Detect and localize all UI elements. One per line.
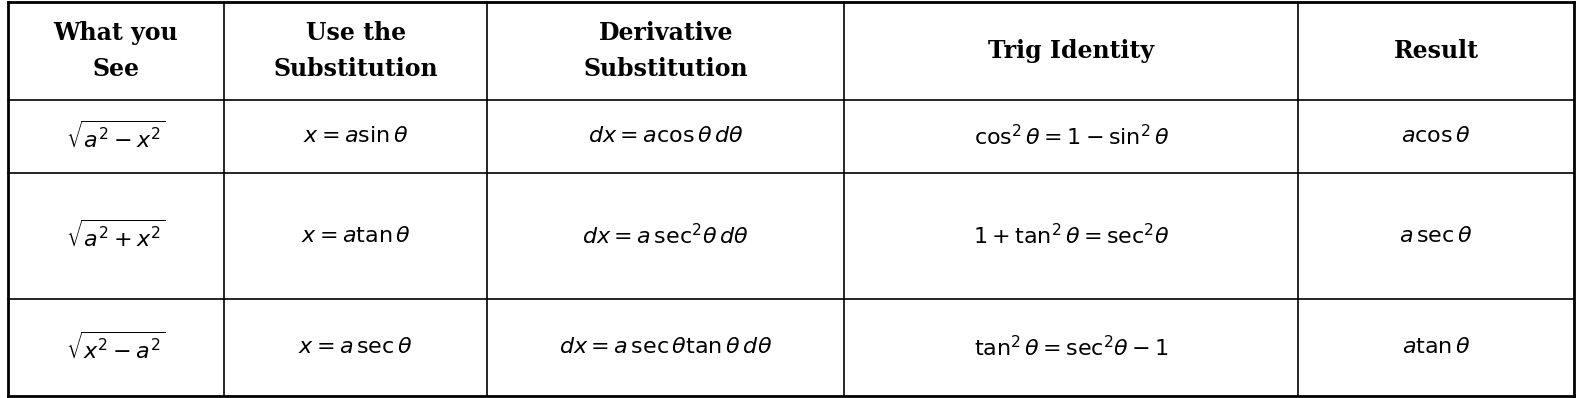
Text: Trig Identity: Trig Identity (989, 39, 1155, 63)
Text: Derivative
Substitution: Derivative Substitution (584, 21, 748, 80)
Text: $dx = a \, \mathrm{sec}^2 \theta \, d\theta$: $dx = a \, \mathrm{sec}^2 \theta \, d\th… (582, 223, 748, 248)
Text: $a \tan \theta$: $a \tan \theta$ (1402, 338, 1471, 357)
Text: $1 + \tan^2 \theta = \mathrm{sec}^2 \theta$: $1 + \tan^2 \theta = \mathrm{sec}^2 \the… (973, 223, 1169, 248)
Text: $x = a \, \mathrm{sec} \, \theta$: $x = a \, \mathrm{sec} \, \theta$ (299, 338, 413, 357)
Text: $x = a \tan \theta$: $x = a \tan \theta$ (301, 226, 411, 246)
Text: $\sqrt{a^2 + x^2}$: $\sqrt{a^2 + x^2}$ (66, 220, 166, 252)
Text: $x = a \sin \theta$: $x = a \sin \theta$ (302, 126, 408, 146)
Text: $\sqrt{a^2 - x^2}$: $\sqrt{a^2 - x^2}$ (66, 120, 166, 152)
Text: $a \, \mathrm{sec} \, \theta$: $a \, \mathrm{sec} \, \theta$ (1400, 226, 1473, 246)
Text: $dx = a \, \mathrm{sec} \, \theta \tan \theta \, d\theta$: $dx = a \, \mathrm{sec} \, \theta \tan \… (558, 338, 772, 357)
Text: $dx = a \cos \theta \, d\theta$: $dx = a \cos \theta \, d\theta$ (589, 126, 744, 146)
Text: $a \cos \theta$: $a \cos \theta$ (1402, 126, 1471, 146)
Text: What you
See: What you See (54, 21, 179, 80)
Text: $\cos^2 \theta = 1 - \sin^2 \theta$: $\cos^2 \theta = 1 - \sin^2 \theta$ (973, 123, 1169, 149)
Text: Result: Result (1394, 39, 1479, 63)
Text: $\sqrt{x^2 - a^2}$: $\sqrt{x^2 - a^2}$ (66, 332, 166, 363)
Text: $\tan^2 \theta = \mathrm{sec}^2 \theta - 1$: $\tan^2 \theta = \mathrm{sec}^2 \theta -… (975, 335, 1169, 360)
Text: Use the
Substitution: Use the Substitution (274, 21, 438, 80)
